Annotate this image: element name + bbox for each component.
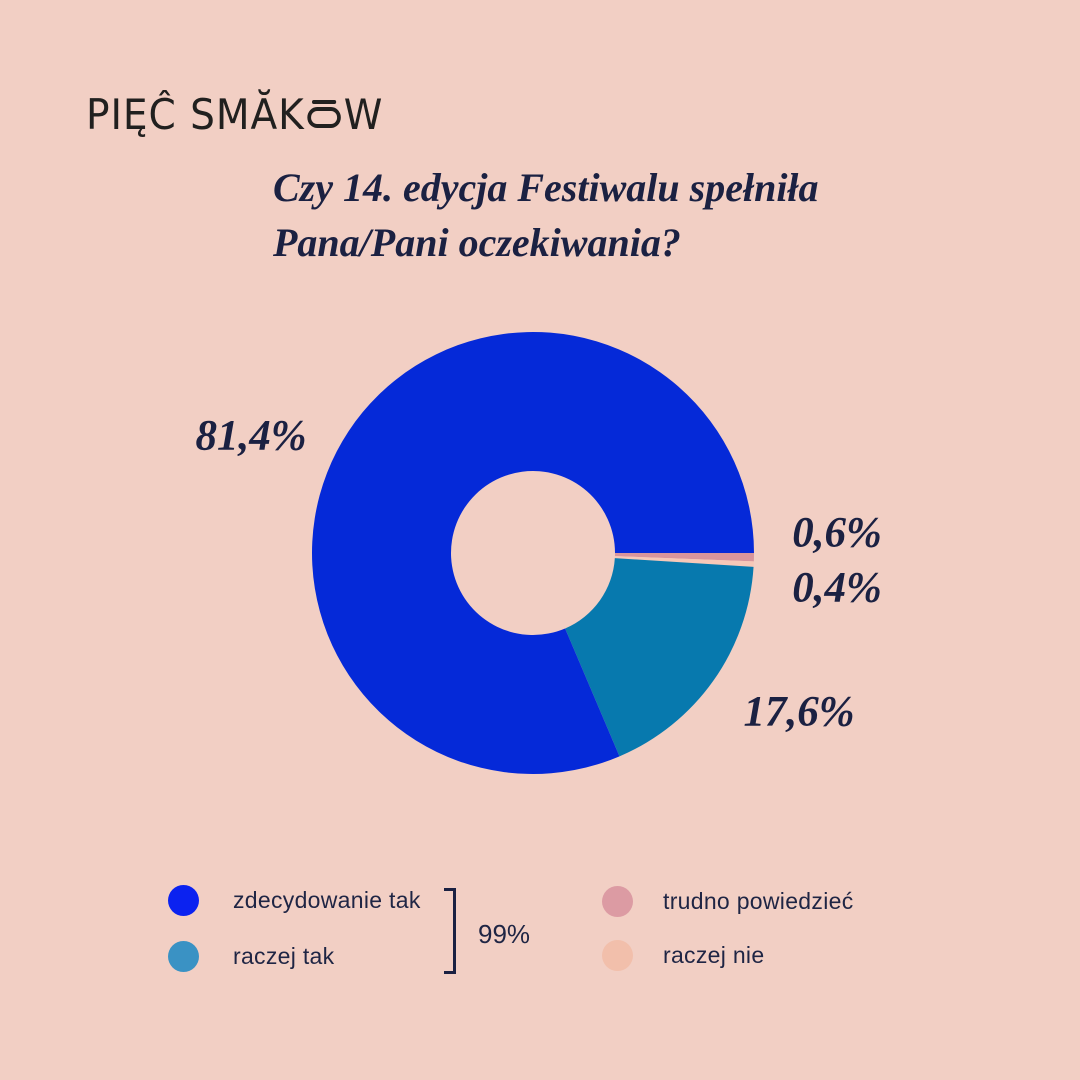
legend-item-zdecydowanie-tak: zdecydowanie tak (168, 885, 421, 916)
donut-slice-zdecydowanie-tak (312, 331, 754, 774)
legend-label-raczej-nie: raczej nie (663, 942, 765, 968)
pct-label-trudno-powiedziec: 0,6% (792, 509, 882, 557)
legend-dot-zdecydowanie-tak (168, 885, 199, 916)
legend-dot-raczej-nie (602, 940, 633, 971)
legend-label-trudno-powiedziec: trudno powiedzieć (663, 888, 854, 914)
legend-item-raczej-tak: raczej tak (168, 941, 334, 972)
legend-item-raczej-nie: raczej nie (602, 940, 764, 971)
legend-label-zdecydowanie-tak: zdecydowanie tak (233, 887, 421, 913)
chart-title-line2: Pana/Pani oczekiwania? (273, 220, 681, 265)
chart-title-line1: Czy 14. edycja Festiwalu spełniła (273, 165, 819, 210)
pct-label-zdecydowanie-tak: 81,4% (195, 412, 307, 460)
logo-text-start: PIĘĈ SMĂK (86, 90, 305, 139)
donut-slice-raczej-nie (614, 556, 754, 567)
piec-smakow-logo: PIĘĈ SMĂK W (86, 90, 383, 139)
legend-combined-percentage: 99% (478, 919, 531, 949)
legend-dot-trudno-powiedziec (602, 886, 633, 917)
logo-text-end: W (343, 90, 384, 139)
legend-dot-raczej-tak (168, 941, 199, 972)
donut-slice-trudno-powiedzie- (614, 553, 754, 562)
donut-slice-raczej-tak (565, 558, 754, 757)
legend-combined-bracket (444, 888, 456, 974)
pct-label-raczej-nie: 0,4% (792, 564, 882, 612)
legend-label-raczej-tak: raczej tak (233, 943, 335, 969)
chart-title: Czy 14. edycja Festiwalu spełniła Pana/P… (273, 160, 819, 270)
logo-o-glyph (307, 100, 341, 128)
pct-label-raczej-tak: 17,6% (743, 688, 855, 736)
legend-item-trudno-powiedziec: trudno powiedzieć (602, 886, 854, 917)
